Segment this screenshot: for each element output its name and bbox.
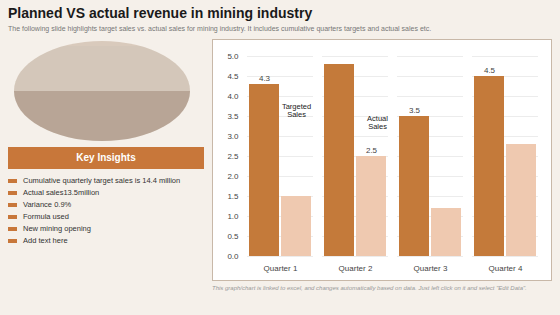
html-text:Planned VS actual revenue in m: Planned VS actual revenue in mining indu… [8, 5, 313, 21]
svg-text:5.0: 5.0 [227, 52, 239, 61]
html-text:Actual sales13.5million: Actual sales13.5million [23, 188, 100, 197]
html-text:New mining opening: New mining opening [23, 224, 91, 233]
html-text:Formula used: Formula used [23, 212, 69, 221]
html-text:Key Insights: Key Insights [76, 152, 136, 163]
svg-text:4.5: 4.5 [484, 66, 496, 75]
svg-text:2.5: 2.5 [366, 146, 378, 155]
html-text:Add text here: Add text here [23, 236, 68, 245]
html-text:This graph/chart is linked to: This graph/chart is linked to excel, and… [212, 285, 527, 291]
html-text:Cumulative quarterly target sa: Cumulative quarterly target sales is 14.… [23, 176, 181, 185]
svg-text:0.0: 0.0 [227, 252, 239, 261]
svg-text:2.0: 2.0 [227, 172, 239, 181]
svg-text:3.5: 3.5 [409, 106, 421, 115]
svg-text:1.0: 1.0 [227, 212, 239, 221]
svg-text:Quarter 4: Quarter 4 [489, 264, 523, 273]
svg-text:TargetedSales: TargetedSales [282, 102, 311, 119]
html-text:The following slide highlights: The following slide highlights target sa… [8, 25, 432, 32]
svg-text:4.3: 4.3 [259, 74, 271, 83]
svg-text:4.0: 4.0 [227, 92, 239, 101]
svg-text:1.5: 1.5 [227, 192, 239, 201]
svg-text:2.5: 2.5 [227, 152, 239, 161]
svg-text:Quarter 2: Quarter 2 [339, 264, 373, 273]
svg-text:0.5: 0.5 [227, 232, 239, 241]
svg-text:ActualSales: ActualSales [367, 114, 388, 130]
html-text:Variance 0.9%: Variance 0.9% [23, 200, 72, 209]
svg-text:Quarter 3: Quarter 3 [414, 264, 448, 273]
svg-text:4.5: 4.5 [227, 72, 239, 81]
svg-text:Quarter 1: Quarter 1 [264, 264, 298, 273]
svg-text:3.0: 3.0 [227, 132, 239, 141]
svg-text:3.5: 3.5 [227, 112, 239, 121]
